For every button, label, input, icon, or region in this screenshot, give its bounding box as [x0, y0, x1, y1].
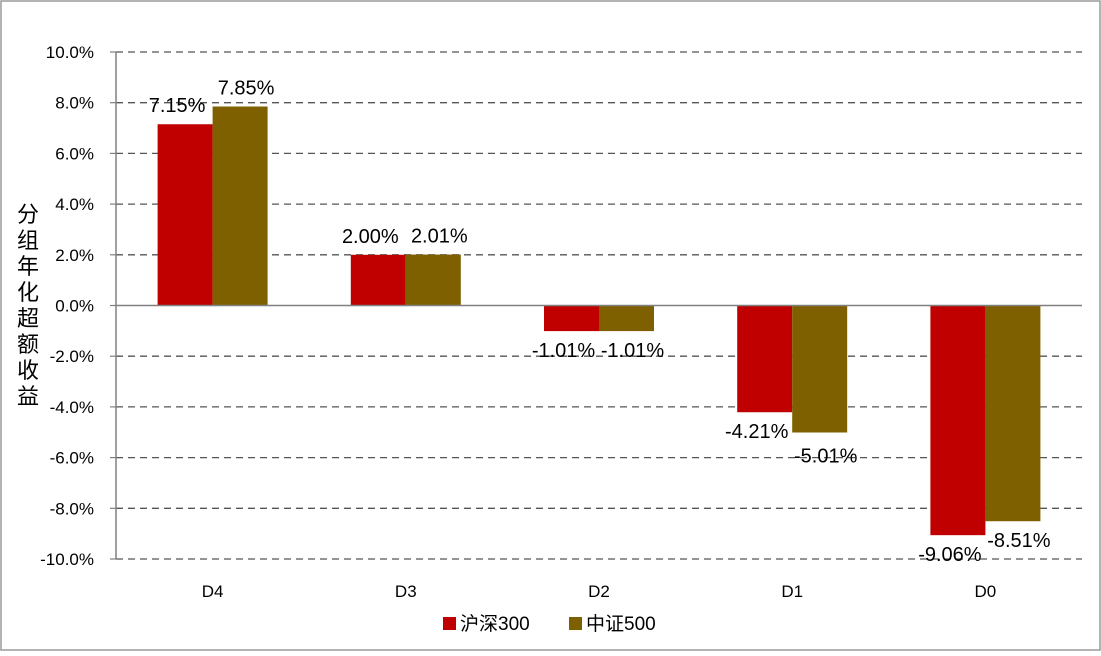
data-label: -1.01%	[532, 340, 596, 362]
y-tick-label: -4.0%	[50, 398, 94, 417]
y-axis-ticks: 10.0% 8.0% 6.0% 4.0% 2.0% 0.0% -2.0% -4.0% -6.0%…	[40, 43, 116, 569]
data-label: 7.85%	[218, 78, 275, 100]
data-label: 7.15%	[149, 95, 206, 117]
legend-label: 沪深300	[460, 613, 530, 635]
data-label: -4.21%	[725, 421, 789, 443]
y-axis-title-char: 分	[17, 202, 39, 227]
x-tick-label: D0	[975, 582, 997, 601]
bar	[792, 305, 848, 433]
data-label: -5.01%	[794, 446, 858, 468]
y-axis-title-char: 收	[17, 358, 39, 383]
data-label: 2.01%	[411, 226, 468, 248]
bars	[157, 106, 1041, 536]
bar	[930, 305, 986, 536]
bar	[350, 254, 406, 306]
y-axis-title-char: 化	[17, 280, 39, 305]
y-axis-title-char: 额	[17, 332, 39, 357]
y-tick-label: 6.0%	[55, 144, 94, 163]
y-axis-title-char: 组	[17, 228, 39, 253]
bar	[737, 305, 793, 413]
y-tick-label: 4.0%	[55, 195, 94, 214]
bar	[985, 305, 1041, 522]
y-tick-label: 0.0%	[55, 297, 94, 316]
y-tick-label: 8.0%	[55, 94, 94, 113]
legend: 沪深300 中证500	[443, 613, 656, 635]
legend-swatch	[569, 617, 582, 630]
y-tick-label: 2.0%	[55, 246, 94, 265]
y-axis-title-char: 益	[17, 384, 39, 409]
x-tick-label: D3	[395, 582, 417, 601]
x-tick-label: D1	[781, 582, 803, 601]
bar	[544, 305, 599, 332]
y-tick-label: -10.0%	[40, 550, 94, 569]
gridlines	[116, 51, 1082, 560]
data-labels: 7.15% 7.85% 2.00% 2.01% -1.01% -1.01% -4.21%-5…	[149, 78, 1051, 567]
legend-label: 中证500	[586, 613, 656, 635]
legend-swatch	[443, 617, 456, 630]
y-axis-title-char: 超	[17, 306, 39, 331]
x-tick-label: D2	[588, 582, 610, 601]
y-tick-label: 10.0%	[46, 43, 94, 62]
y-tick-label: -8.0%	[50, 499, 94, 518]
bar	[405, 254, 461, 306]
data-label: 2.00%	[342, 226, 399, 248]
y-tick-label: -6.0%	[50, 449, 94, 468]
bar	[599, 305, 654, 332]
data-label: -8.51%	[987, 530, 1051, 552]
y-axis-title-char: 年	[17, 254, 39, 279]
data-label: -1.01%	[601, 340, 665, 362]
x-tick-label: D4	[202, 582, 224, 601]
x-axis-labels: D4 D3 D2 D1 D0	[202, 582, 997, 601]
data-label: -9.06%	[918, 544, 982, 566]
bar	[157, 124, 213, 306]
y-tick-label: -2.0%	[50, 347, 94, 366]
bar	[212, 106, 268, 306]
